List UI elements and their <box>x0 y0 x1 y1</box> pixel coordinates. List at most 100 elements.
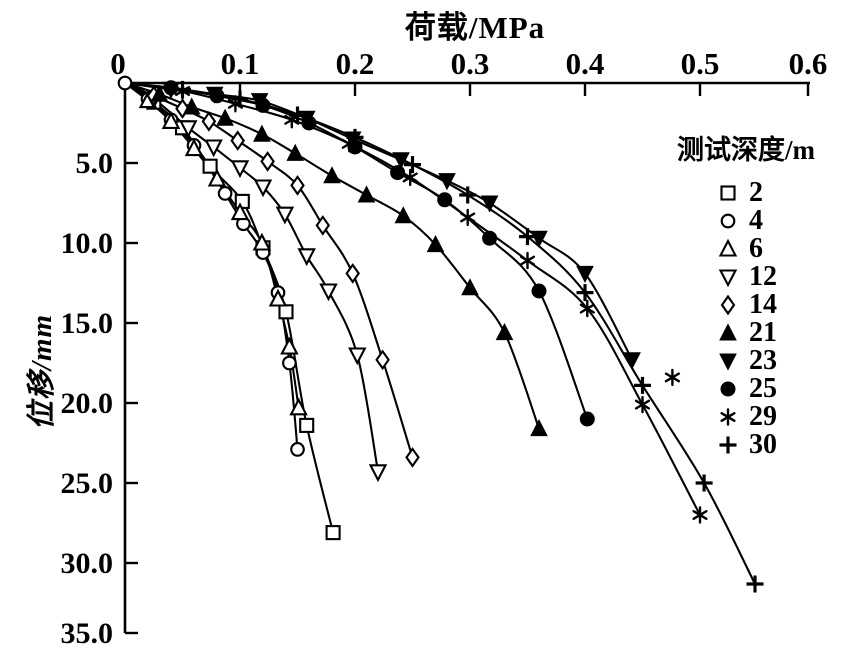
x-tick-label: 0.4 <box>566 46 605 81</box>
triangle-glyph <box>150 84 169 102</box>
data-point-30 <box>289 106 306 124</box>
data-point-23 <box>530 230 548 248</box>
data-point-30 <box>634 376 651 394</box>
square-glyph <box>325 525 341 541</box>
data-point-12 <box>253 179 273 198</box>
triangle-glyph <box>495 323 514 341</box>
triangle-glyph <box>207 168 227 187</box>
asterisk-glyph <box>460 212 476 223</box>
x-tick-label: 0.5 <box>681 46 720 81</box>
triangle-down-filled-icon <box>719 353 737 371</box>
triangle-down-glyph <box>319 283 338 302</box>
triangle-glyph <box>530 419 548 437</box>
circle-glyph <box>290 442 305 457</box>
data-point-14 <box>405 447 420 468</box>
circle-glyph <box>720 381 736 397</box>
square-open-icon <box>720 185 736 201</box>
series-markers-23 <box>162 81 641 370</box>
data-point-25 <box>255 97 271 113</box>
asterisk-glyph <box>634 399 651 410</box>
triangle-down-glyph <box>297 248 316 267</box>
series-markers-4 <box>140 91 305 457</box>
triangle-glyph <box>230 202 250 221</box>
data-point-25 <box>437 192 453 208</box>
data-point-30 <box>576 284 594 302</box>
x-axis-title: 荷载/MPa <box>404 10 546 45</box>
triangle-down-glyph <box>392 152 410 170</box>
y-tick-label: 15.0 <box>61 307 114 340</box>
triangle-down-glyph <box>179 120 198 139</box>
triangle-down-glyph <box>576 265 594 283</box>
legend-marker-21 <box>719 323 737 341</box>
data-point-25 <box>301 115 317 131</box>
data-point-2 <box>325 525 341 541</box>
data-point-12 <box>230 160 250 179</box>
legend-label-6: 6 <box>749 233 763 264</box>
triangle-down-glyph <box>623 352 641 370</box>
asterisk-glyph <box>664 372 681 383</box>
x-tick-label: 0.3 <box>451 46 490 81</box>
square-glyph <box>202 158 218 174</box>
circle-open-icon <box>720 213 736 229</box>
data-point-2 <box>202 158 218 174</box>
data-point-12 <box>368 464 388 483</box>
data-point-23 <box>438 173 456 191</box>
triangle-glyph <box>253 124 271 142</box>
series-markers-14 <box>146 85 420 468</box>
triangle-down-glyph <box>275 206 295 225</box>
data-point-6 <box>252 232 272 251</box>
circle-glyph <box>390 165 406 181</box>
data-point-6 <box>230 202 250 221</box>
legend-item-14: 14 <box>652 291 840 319</box>
y-tick-label: 35.0 <box>61 617 114 650</box>
data-point-21 <box>461 278 479 296</box>
asterisk-glyph <box>720 412 736 422</box>
circle-glyph <box>282 355 297 371</box>
data-point-23 <box>576 265 594 283</box>
triangle-down-glyph <box>718 269 738 288</box>
data-point-21 <box>182 97 201 115</box>
x-tick-label: 0.6 <box>789 46 828 81</box>
diamond-glyph <box>375 349 390 371</box>
legend-marker-30 <box>719 436 737 454</box>
triangle-glyph <box>161 111 181 129</box>
triangle-down-open-icon <box>718 269 738 288</box>
legend-marker-23 <box>719 353 737 371</box>
y-tick-label: 30.0 <box>61 547 114 580</box>
square-glyph <box>720 185 736 201</box>
legend-marker-2 <box>720 185 736 201</box>
data-point-6 <box>268 288 288 307</box>
data-point-6 <box>161 111 181 129</box>
data-point-4 <box>290 442 305 457</box>
triangle-down-glyph <box>253 179 273 198</box>
triangle-glyph <box>216 108 234 126</box>
legend-label-21: 21 <box>749 317 777 348</box>
legend-label-30: 30 <box>749 429 777 460</box>
circle-glyph <box>531 283 547 299</box>
data-point-21 <box>216 108 234 126</box>
x-tick-label: 0 <box>110 46 126 81</box>
legend-item-6: 6 <box>652 235 840 263</box>
data-point-21 <box>394 206 413 224</box>
square-glyph <box>278 304 294 320</box>
diamond-glyph <box>315 215 331 236</box>
asterisk-glyph <box>579 303 595 314</box>
data-point-25 <box>482 230 498 246</box>
circle-filled-icon <box>720 381 736 397</box>
y-tick-label: 5.0 <box>76 147 114 180</box>
data-point-30 <box>746 575 764 593</box>
data-point-25 <box>579 411 595 427</box>
data-point-14 <box>375 349 390 371</box>
triangle-glyph <box>394 206 413 224</box>
diamond-glyph <box>405 447 420 468</box>
data-point-29 <box>692 506 708 524</box>
legend-title: 测试深度/m <box>677 135 815 165</box>
legend-item-12: 12 <box>652 263 840 291</box>
diamond-glyph <box>290 175 305 196</box>
series-markers-6 <box>138 90 308 416</box>
series-markers-25 <box>163 80 595 427</box>
legend-marker-4 <box>720 213 736 229</box>
triangle-glyph <box>182 97 201 115</box>
triangle-down-glyph <box>530 230 548 248</box>
series-markers-21 <box>150 84 548 437</box>
